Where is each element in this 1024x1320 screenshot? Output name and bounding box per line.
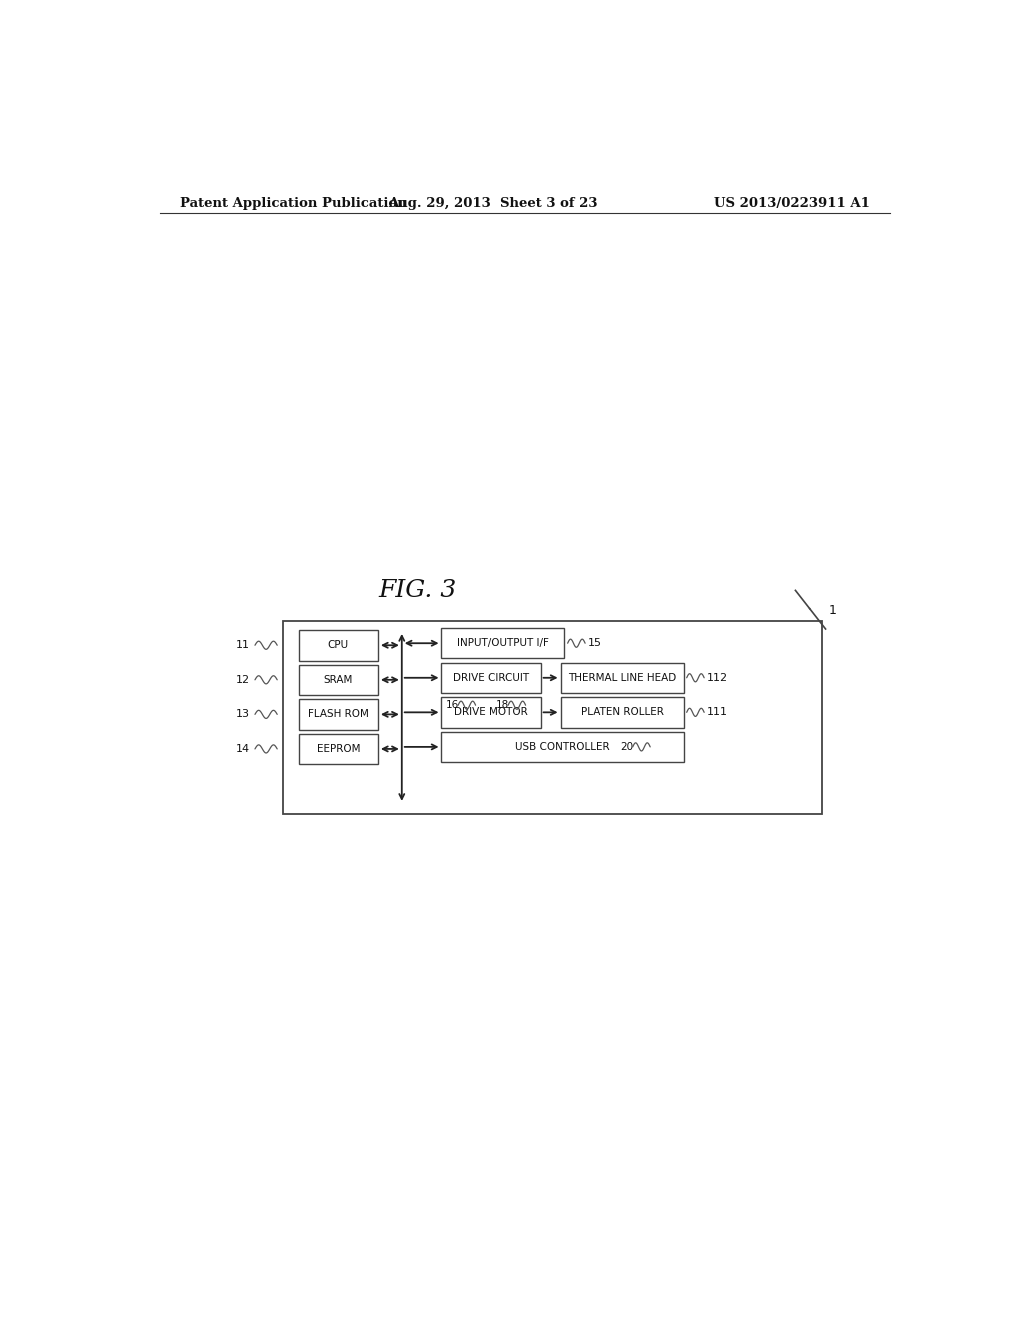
Text: CPU: CPU	[328, 640, 349, 651]
Text: 13: 13	[237, 709, 250, 719]
Text: 111: 111	[708, 708, 728, 717]
Text: 18: 18	[496, 700, 509, 710]
Text: Aug. 29, 2013  Sheet 3 of 23: Aug. 29, 2013 Sheet 3 of 23	[388, 197, 598, 210]
Text: THERMAL LINE HEAD: THERMAL LINE HEAD	[568, 673, 676, 682]
Bar	[441, 663, 541, 693]
Text: INPUT/OUTPUT I/F: INPUT/OUTPUT I/F	[457, 639, 549, 648]
Bar	[299, 630, 378, 660]
Text: 20: 20	[620, 742, 633, 752]
Text: DRIVE MOTOR: DRIVE MOTOR	[455, 708, 528, 717]
Text: 16: 16	[445, 700, 459, 710]
Bar	[441, 731, 684, 762]
Text: EEPROM: EEPROM	[316, 744, 360, 754]
Bar	[283, 620, 822, 814]
Bar	[560, 663, 684, 693]
Bar	[299, 664, 378, 696]
Text: SRAM: SRAM	[324, 675, 353, 685]
Text: DRIVE CIRCUIT: DRIVE CIRCUIT	[453, 673, 529, 682]
Text: PLATEN ROLLER: PLATEN ROLLER	[581, 708, 664, 717]
Bar	[299, 734, 378, 764]
Text: 1: 1	[828, 605, 837, 618]
Text: 11: 11	[237, 640, 250, 651]
Bar	[441, 697, 541, 727]
Text: Patent Application Publication: Patent Application Publication	[179, 197, 407, 210]
Text: FLASH ROM: FLASH ROM	[308, 709, 369, 719]
Bar	[560, 697, 684, 727]
Bar	[441, 628, 564, 659]
Text: US 2013/0223911 A1: US 2013/0223911 A1	[714, 197, 870, 210]
Text: 14: 14	[237, 744, 250, 754]
Bar	[299, 700, 378, 730]
Text: 12: 12	[237, 675, 250, 685]
Text: USB CONTROLLER: USB CONTROLLER	[515, 742, 610, 752]
Text: 15: 15	[588, 639, 602, 648]
Text: 112: 112	[708, 673, 728, 682]
Text: FIG. 3: FIG. 3	[379, 579, 457, 602]
